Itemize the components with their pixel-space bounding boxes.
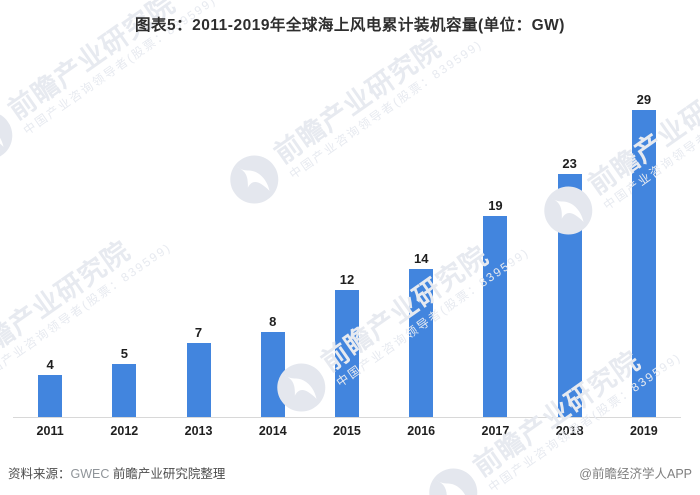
bar-value-label: 12 <box>339 272 355 287</box>
bar-column: 8 <box>236 60 310 417</box>
source-org: GWEC <box>70 467 110 481</box>
bar <box>631 110 656 417</box>
source-suffix: 前瞻产业研究院整理 <box>109 467 226 481</box>
bar <box>112 364 137 417</box>
x-tick-label: 2011 <box>36 424 64 438</box>
bar-value-label: 19 <box>488 198 503 213</box>
source-note: 资料来源：GWEC 前瞻产业研究院整理 <box>8 463 225 482</box>
footer: 资料来源：GWEC 前瞻产业研究院整理 @前瞻经济学人APP <box>8 463 692 482</box>
bar <box>483 216 508 417</box>
bar-column: 4 <box>13 60 87 417</box>
x-tick-label: 2017 <box>481 424 510 438</box>
x-tick-label: 2012 <box>110 424 139 438</box>
x-tick-label: 2014 <box>258 424 287 438</box>
bar <box>260 332 285 417</box>
bar-column: 5 <box>87 60 161 417</box>
bar-value-label: 14 <box>413 251 429 266</box>
x-tick-label: 2015 <box>333 424 361 438</box>
bar-column: 29 <box>607 60 681 417</box>
bar-value-label: 23 <box>562 156 577 171</box>
bar-value-label: 8 <box>269 314 277 329</box>
x-tick-label: 2018 <box>555 424 584 438</box>
bar-column: 12 <box>310 60 384 417</box>
x-tick-label: 2013 <box>184 424 213 438</box>
bar <box>409 269 434 417</box>
credit: @前瞻经济学人APP <box>579 467 692 481</box>
chart-title: 图表5：2011-2019年全球海上风电累计装机容量(单位：GW) <box>135 17 565 34</box>
bar-column: 19 <box>458 60 532 417</box>
x-tick-label: 2019 <box>629 424 658 438</box>
bar <box>38 375 63 417</box>
bar-column: 7 <box>161 60 235 417</box>
bar-value-label: 4 <box>46 357 54 372</box>
bar <box>557 174 582 417</box>
bar-column: 14 <box>384 60 458 417</box>
x-axis: 2011 2012 2013 2014 2015 2016 2017 2018 2019 <box>13 424 681 438</box>
bar <box>186 343 211 417</box>
source-prefix: 资料来源： <box>8 467 71 481</box>
bar-column: 23 <box>533 60 607 417</box>
bar <box>334 290 359 417</box>
x-tick-label: 2016 <box>407 424 436 438</box>
bar-value-label: 5 <box>120 346 128 361</box>
plot-area: 4 5 7 8 12 14 19 23 29 <box>13 60 681 418</box>
bar-value-label: 29 <box>636 92 652 107</box>
bar-value-label: 7 <box>194 325 203 340</box>
